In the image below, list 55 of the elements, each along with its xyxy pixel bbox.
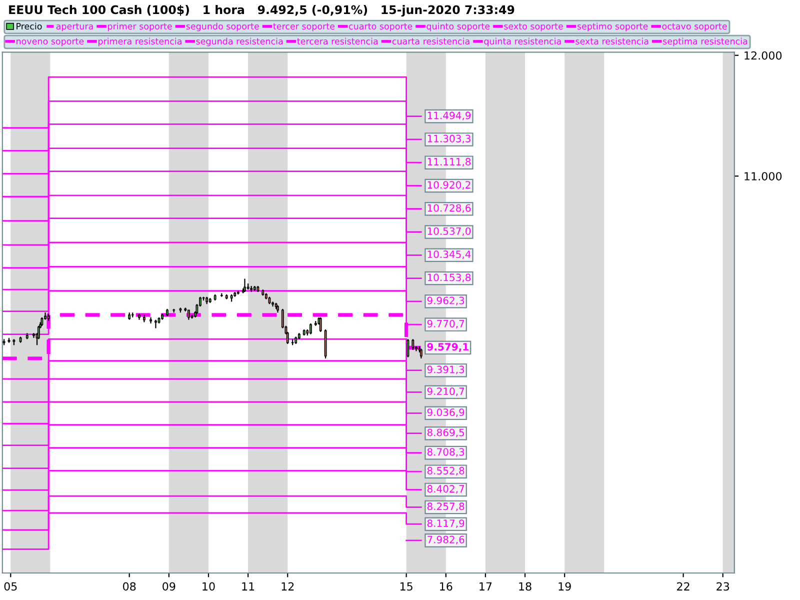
- legend-label: noveno soporte: [16, 38, 84, 46]
- x-tick-label: 11: [242, 582, 254, 590]
- legend-label: primera resistencia: [98, 38, 182, 46]
- data-label: 8.402,7: [427, 485, 464, 494]
- legend-label: tercer soporte: [273, 23, 334, 32]
- x-tick-label: 15: [400, 582, 412, 591]
- data-label: 10.920,2: [428, 181, 470, 190]
- x-tick-label: 09: [162, 582, 176, 591]
- legend-label: segundo soporte: [186, 22, 259, 32]
- data-label: 10.728,6: [428, 204, 471, 213]
- data-label: 11.303,3: [428, 134, 470, 144]
- data-label: 10.345,4: [428, 250, 471, 260]
- x-tick-label: 16: [440, 582, 452, 591]
- x-tick-label: 23: [716, 582, 730, 591]
- x-tick-label: 12: [282, 582, 294, 590]
- data-label: 9.036,9: [427, 408, 464, 418]
- y-tick-label: 11.000: [744, 172, 782, 180]
- legend-label: quinta resistencia: [484, 38, 561, 46]
- legend-label: Precio: [16, 22, 42, 30]
- legend-label: cuarta resistencia: [392, 38, 470, 45]
- legend-label: septima resistencia: [663, 38, 748, 46]
- data-label: 9.391,3: [427, 366, 464, 374]
- legend-label: sexto soporte: [504, 23, 563, 32]
- legend-label: septimo soporte: [577, 22, 648, 32]
- x-tick-label: 17: [480, 582, 492, 590]
- legend-label: quinto soporte: [426, 22, 490, 32]
- data-label: 8.869,5: [427, 428, 464, 438]
- x-tick-label: 19: [558, 582, 571, 591]
- legend-label: octavo soporte: [662, 23, 727, 32]
- data-label: 9.770,7: [427, 320, 464, 328]
- legend-label: segunda resistencia: [196, 38, 283, 46]
- data-label: 9.579,1: [427, 343, 468, 352]
- legend-label: apertura: [56, 23, 93, 32]
- y-tick-label: 12.000: [744, 51, 782, 60]
- legend-label: tercera resistencia: [297, 38, 378, 45]
- legend-label: primer soporte: [108, 22, 172, 32]
- data-label: 8.552,8: [427, 466, 464, 476]
- x-tick-label: 18: [519, 582, 532, 591]
- chart-title: EEUU Tech 100 Cash (100$) 1 hora 9.492,5 (-0,91%) 15-jun-2020 7:33:49: [9, 5, 514, 17]
- x-tick-label: 08: [123, 582, 136, 591]
- data-label: 9.210,7: [427, 387, 464, 396]
- data-label: 11.494,9: [428, 112, 471, 120]
- x-tick-label: 10: [202, 582, 215, 591]
- x-tick-label: 22: [677, 582, 690, 590]
- x-tick-label: 05: [4, 582, 17, 591]
- data-label: 8.257,8: [427, 502, 464, 512]
- data-label: 8.708,3: [427, 448, 464, 457]
- data-label: 9.962,3: [427, 296, 464, 306]
- data-label: 8.117,9: [427, 519, 464, 528]
- legend-label: cuarto soporte: [349, 23, 412, 32]
- legend-label: sexta resistencia: [576, 38, 648, 45]
- data-label: 10.153,8: [428, 274, 471, 282]
- data-label: 7.982,6: [428, 536, 464, 544]
- data-label: 10.537,0: [428, 227, 471, 236]
- data-label: 11.111,8: [428, 158, 471, 167]
